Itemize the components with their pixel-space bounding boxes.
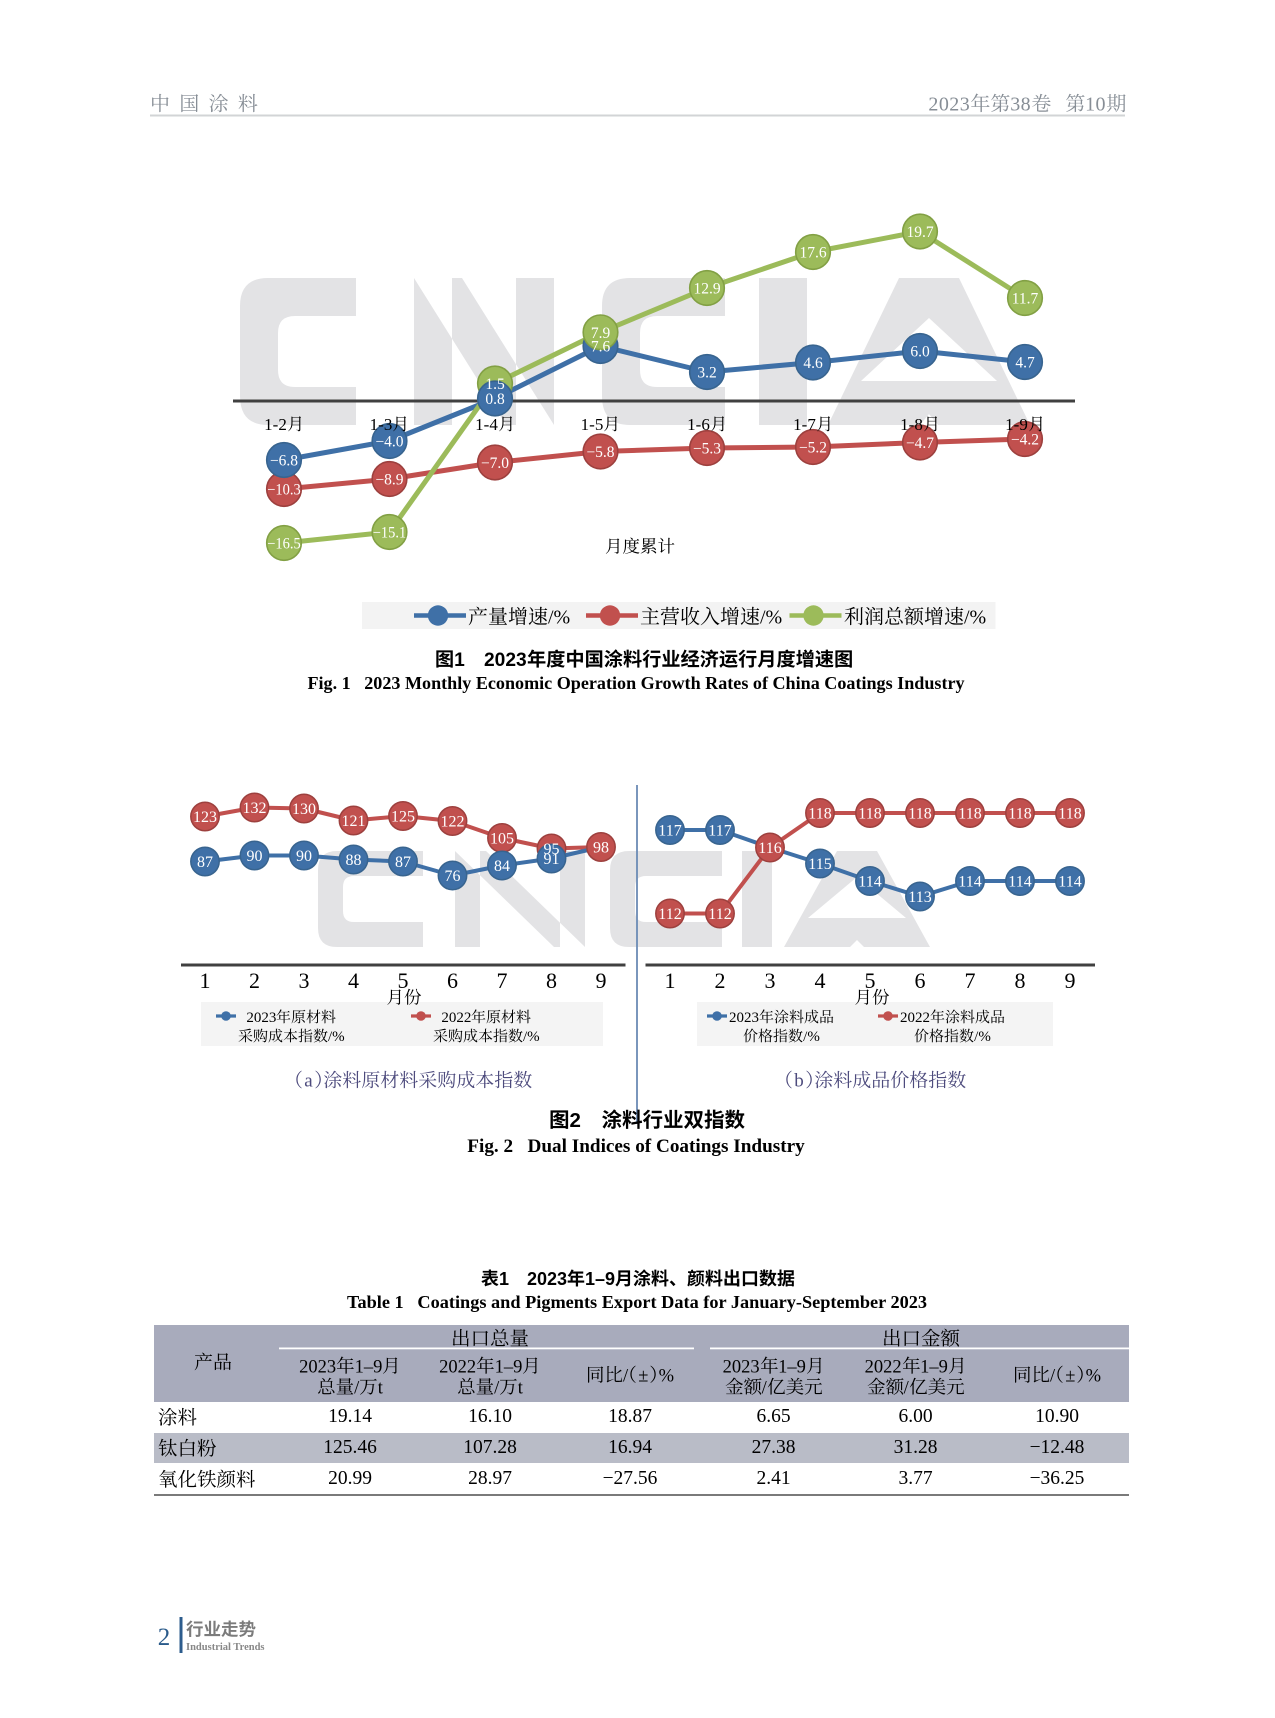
svg-text:19.7: 19.7 — [906, 224, 933, 241]
svg-text:−5.8: −5.8 — [586, 444, 614, 461]
svg-text:115: 115 — [808, 856, 831, 873]
svg-text:125: 125 — [391, 809, 415, 826]
svg-text:−5.3: −5.3 — [693, 441, 721, 458]
svg-text:76: 76 — [445, 868, 461, 885]
svg-text:7: 7 — [497, 968, 508, 993]
svg-text:91: 91 — [544, 851, 560, 868]
svg-text:7: 7 — [965, 968, 976, 993]
svg-text:116: 116 — [758, 840, 781, 857]
svg-text:113: 113 — [908, 889, 931, 906]
svg-text:7.6: 7.6 — [591, 339, 611, 356]
svg-text:1.5: 1.5 — [485, 376, 505, 393]
svg-text:11.7: 11.7 — [1012, 291, 1039, 308]
svg-text:118: 118 — [908, 806, 931, 823]
svg-text:−4.2: −4.2 — [1011, 432, 1039, 449]
svg-text:118: 118 — [858, 806, 881, 823]
svg-text:118: 118 — [808, 806, 831, 823]
svg-text:90: 90 — [296, 848, 312, 865]
svg-text:114: 114 — [858, 874, 881, 891]
svg-text:87: 87 — [395, 854, 411, 871]
svg-text:117: 117 — [658, 823, 681, 840]
svg-text:−8.9: −8.9 — [375, 472, 403, 489]
svg-text:4.7: 4.7 — [1015, 355, 1035, 372]
svg-text:−6.8: −6.8 — [270, 453, 298, 470]
svg-text:118: 118 — [1008, 806, 1031, 823]
svg-text:98: 98 — [593, 840, 609, 857]
svg-text:118: 118 — [1058, 806, 1081, 823]
svg-text:122: 122 — [441, 814, 465, 831]
svg-text:114: 114 — [1058, 874, 1081, 891]
svg-text:9: 9 — [1065, 968, 1076, 993]
svg-text:−4.0: −4.0 — [375, 434, 403, 451]
svg-text:3: 3 — [299, 968, 310, 993]
svg-text:−15.1: −15.1 — [373, 525, 407, 542]
svg-text:8: 8 — [1015, 968, 1026, 993]
svg-text:2: 2 — [715, 968, 726, 993]
svg-text:90: 90 — [247, 848, 263, 865]
svg-text:2: 2 — [249, 968, 260, 993]
svg-text:118: 118 — [958, 806, 981, 823]
svg-text:130: 130 — [292, 801, 316, 818]
svg-text:5: 5 — [865, 968, 876, 993]
svg-text:8: 8 — [546, 968, 557, 993]
svg-text:4: 4 — [348, 968, 359, 993]
svg-text:123: 123 — [193, 809, 217, 826]
svg-text:9: 9 — [596, 968, 607, 993]
svg-text:6.0: 6.0 — [910, 344, 930, 361]
svg-text:87: 87 — [197, 854, 213, 871]
svg-text:112: 112 — [708, 906, 731, 923]
svg-text:−10.3: −10.3 — [267, 482, 301, 499]
svg-text:114: 114 — [958, 874, 981, 891]
svg-text:95: 95 — [544, 841, 560, 858]
svg-text:88: 88 — [346, 852, 362, 869]
svg-text:105: 105 — [490, 831, 514, 848]
svg-text:117: 117 — [708, 823, 731, 840]
svg-text:3.2: 3.2 — [697, 365, 716, 382]
svg-text:−4.7: −4.7 — [906, 435, 934, 452]
svg-text:−5.2: −5.2 — [799, 440, 827, 457]
svg-text:1: 1 — [665, 968, 676, 993]
svg-text:5: 5 — [398, 968, 409, 993]
svg-text:4: 4 — [815, 968, 826, 993]
svg-text:6: 6 — [915, 968, 926, 993]
svg-text:0.8: 0.8 — [485, 391, 505, 408]
svg-text:−7.0: −7.0 — [481, 455, 509, 472]
svg-text:132: 132 — [243, 800, 267, 817]
svg-text:3: 3 — [765, 968, 776, 993]
svg-text:12.9: 12.9 — [693, 281, 720, 298]
svg-text:114: 114 — [1008, 874, 1031, 891]
svg-text:6: 6 — [447, 968, 458, 993]
svg-text:17.6: 17.6 — [799, 245, 826, 262]
svg-text:121: 121 — [342, 813, 366, 830]
svg-text:4.6: 4.6 — [803, 355, 823, 372]
svg-text:−16.5: −16.5 — [267, 536, 301, 553]
svg-text:84: 84 — [494, 858, 510, 875]
svg-text:112: 112 — [658, 906, 681, 923]
svg-text:1: 1 — [200, 968, 211, 993]
svg-text:7.9: 7.9 — [591, 325, 611, 342]
